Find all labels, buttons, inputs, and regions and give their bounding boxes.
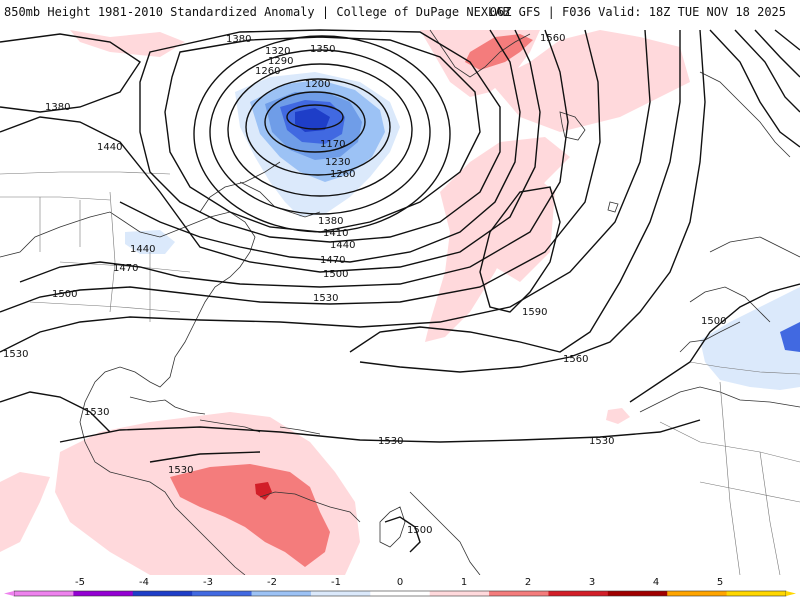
contour-label: 1590 xyxy=(522,307,547,318)
contour-label: 1560 xyxy=(563,354,588,365)
contour-1410-east xyxy=(709,29,800,148)
contour-label: 1260 xyxy=(330,169,355,180)
contour-label: 1530 xyxy=(589,436,614,447)
contour-1500-east xyxy=(629,283,800,403)
contour-label: 1470 xyxy=(320,255,345,266)
colorbar-segment xyxy=(489,591,549,596)
contour-1410 xyxy=(119,29,521,263)
contour-label: 1500 xyxy=(323,269,348,280)
weather-map: 1380 1320 1290 1260 1350 1200 1170 1230 … xyxy=(0,22,800,575)
coastlines xyxy=(0,29,800,575)
contour-label: 1530 xyxy=(84,407,109,418)
colorbar-tick-label: -3 xyxy=(203,577,213,588)
contour-1530-south xyxy=(59,419,701,443)
contour-label: 1500 xyxy=(52,289,77,300)
contour-1380-west xyxy=(0,33,141,113)
contour-label: 1530 xyxy=(313,293,338,304)
contour-1290 xyxy=(209,49,431,215)
contour-label: 1380 xyxy=(226,34,251,45)
colorbar-segment xyxy=(192,591,253,596)
contour-1530-gulf xyxy=(0,391,111,433)
contour-1530 xyxy=(0,29,651,353)
contour-label: 1320 xyxy=(265,46,290,57)
colorbar-tick-label: -5 xyxy=(75,577,85,588)
contour-label: 1530 xyxy=(378,436,403,447)
contour-1350 xyxy=(164,36,481,233)
contour-1440-east xyxy=(734,29,800,113)
contour-label: 1170 xyxy=(320,139,345,150)
colorbar-segment xyxy=(14,591,74,596)
contour-label: 1560 xyxy=(540,33,565,44)
contour-1500 xyxy=(0,29,601,313)
colorbar-tick-label: 1 xyxy=(461,577,467,588)
colorbar-segment xyxy=(607,591,668,596)
colorbar-tick-label: 2 xyxy=(525,577,531,588)
contour-1590 xyxy=(479,186,561,313)
colorbar-segment xyxy=(726,591,787,596)
contour-label: 1500 xyxy=(701,316,726,327)
contour-1230 xyxy=(245,78,391,176)
contour-label: 1230 xyxy=(325,157,350,168)
contour-1170 xyxy=(286,104,344,130)
colorbar-segment xyxy=(548,591,609,596)
contour-1440 xyxy=(0,29,541,273)
colorbar-segment xyxy=(132,591,193,596)
product-title: 850mb Height 1981-2010 Standardized Anom… xyxy=(4,5,510,19)
contour-label: 1470 xyxy=(113,263,138,274)
colorbar-max-arrow xyxy=(786,591,796,596)
contour-label: 1530 xyxy=(3,349,28,360)
map-header: 850mb Height 1981-2010 Standardized Anom… xyxy=(0,0,800,22)
contour-1500-sa xyxy=(384,516,421,553)
colorbar-tick-label: 4 xyxy=(653,577,659,588)
colorbar-tick-label: 5 xyxy=(717,577,723,588)
colorbar-segment xyxy=(310,591,371,596)
contour-label: 1290 xyxy=(268,56,293,67)
contour-label-group: 1380 1320 1290 1260 1350 1200 1170 1230 … xyxy=(3,33,726,536)
contour-label: 1440 xyxy=(97,142,122,153)
contour-label: 1440 xyxy=(330,240,355,251)
colorbar-segment xyxy=(73,591,134,596)
contour-label: 1530 xyxy=(168,465,193,476)
contour-1560-outer xyxy=(359,29,706,373)
contour-label: 1200 xyxy=(305,79,330,90)
contour-label: 1440 xyxy=(130,244,155,255)
anomaly-colorbar: -5 -4 -3 -2 -1 0 1 2 3 4 5 xyxy=(0,575,800,600)
contour-label: 1380 xyxy=(318,216,343,227)
colorbar-segment xyxy=(370,591,431,596)
height-contours xyxy=(0,29,800,553)
colorbar-tick-label: 0 xyxy=(397,577,403,588)
map-canvas: 1380 1320 1290 1260 1350 1200 1170 1230 … xyxy=(0,22,800,575)
contour-1500-ne xyxy=(774,29,800,51)
colorbar-segment xyxy=(667,591,728,596)
colorbar-tick-label: -4 xyxy=(139,577,149,588)
model-run-title: 06Z GFS | F036 Valid: 18Z TUE NOV 18 202… xyxy=(489,5,786,19)
colorbar-strip xyxy=(4,590,796,597)
contour-label: 1410 xyxy=(323,228,348,239)
colorbar-tick-label: -2 xyxy=(267,577,277,588)
contour-1560 xyxy=(349,30,681,353)
contour-label: 1500 xyxy=(407,525,432,536)
contour-1260 xyxy=(227,63,413,197)
colorbar-segment xyxy=(251,591,312,596)
contour-1380 xyxy=(139,29,501,243)
contour-1470 xyxy=(19,29,569,288)
contour-1200 xyxy=(264,91,366,153)
contour-label: 1380 xyxy=(45,102,70,113)
colorbar-min-arrow xyxy=(4,591,14,596)
colorbar-tick-label: 3 xyxy=(589,577,595,588)
colorbar-segment xyxy=(429,591,490,596)
contour-1530-carib xyxy=(149,451,261,463)
contour-1470-east xyxy=(754,29,800,78)
contour-label: 1260 xyxy=(255,66,280,77)
colorbar-tick-label: -1 xyxy=(331,577,341,588)
colorbar-tick-labels: -5 -4 -3 -2 -1 0 1 2 3 4 5 xyxy=(75,577,723,588)
contour-label: 1350 xyxy=(310,44,335,55)
